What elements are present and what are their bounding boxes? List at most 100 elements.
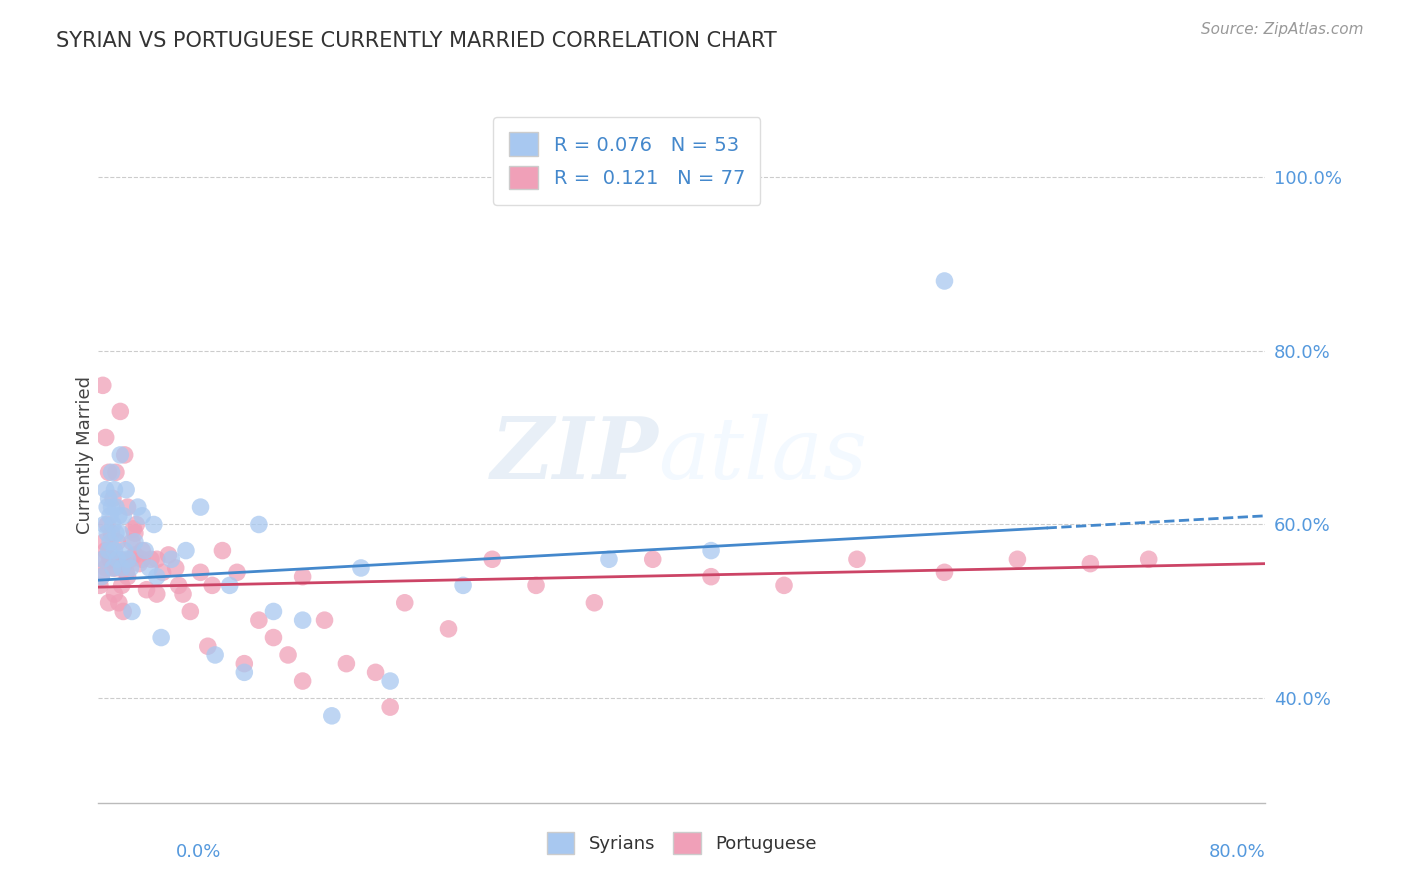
Point bbox=[111, 578, 134, 592]
Point bbox=[127, 500, 149, 514]
Point bbox=[91, 552, 114, 566]
Point bbox=[773, 578, 796, 592]
Point bbox=[598, 552, 620, 566]
Point bbox=[98, 552, 121, 566]
Point bbox=[101, 517, 124, 532]
Point bbox=[103, 543, 125, 558]
Point bbox=[98, 552, 121, 566]
Point bbox=[100, 526, 122, 541]
Point bbox=[262, 605, 284, 619]
Point bbox=[380, 700, 402, 714]
Point bbox=[105, 552, 128, 566]
Point bbox=[179, 605, 201, 619]
Point bbox=[112, 605, 135, 619]
Point bbox=[394, 596, 416, 610]
Point bbox=[138, 561, 160, 575]
Point bbox=[146, 552, 169, 566]
Legend: Syrians, Portuguese: Syrians, Portuguese bbox=[538, 823, 825, 863]
Point bbox=[124, 535, 146, 549]
Point bbox=[277, 648, 299, 662]
Point bbox=[112, 508, 135, 523]
Point bbox=[97, 465, 120, 479]
Point bbox=[114, 543, 136, 558]
Point bbox=[174, 543, 197, 558]
Y-axis label: Currently Married: Currently Married bbox=[76, 376, 94, 534]
Point bbox=[197, 639, 219, 653]
Point bbox=[108, 596, 131, 610]
Point bbox=[157, 548, 180, 562]
Point bbox=[172, 587, 194, 601]
Point bbox=[1080, 557, 1102, 571]
Point bbox=[583, 596, 606, 610]
Point bbox=[104, 500, 127, 514]
Point bbox=[142, 517, 165, 532]
Point bbox=[100, 465, 122, 479]
Point bbox=[117, 570, 139, 584]
Point bbox=[146, 570, 169, 584]
Point bbox=[101, 561, 124, 575]
Point bbox=[934, 274, 956, 288]
Point bbox=[93, 517, 115, 532]
Point bbox=[115, 483, 138, 497]
Point bbox=[110, 404, 132, 418]
Point bbox=[211, 543, 233, 558]
Point bbox=[124, 548, 146, 562]
Point bbox=[139, 552, 162, 566]
Point bbox=[451, 578, 474, 592]
Point bbox=[247, 517, 270, 532]
Point bbox=[524, 578, 547, 592]
Point bbox=[97, 596, 120, 610]
Point bbox=[110, 448, 132, 462]
Point bbox=[103, 587, 125, 601]
Point bbox=[89, 578, 111, 592]
Point bbox=[1007, 552, 1029, 566]
Point bbox=[98, 508, 121, 523]
Point bbox=[94, 483, 117, 497]
Point bbox=[350, 561, 373, 575]
Point bbox=[114, 557, 136, 571]
Point bbox=[122, 522, 145, 536]
Point bbox=[94, 431, 117, 445]
Point bbox=[97, 491, 120, 506]
Point bbox=[110, 552, 132, 566]
Point bbox=[111, 561, 134, 575]
Point bbox=[481, 552, 503, 566]
Point bbox=[131, 552, 153, 566]
Point bbox=[204, 648, 226, 662]
Point bbox=[641, 552, 664, 566]
Point bbox=[98, 535, 121, 549]
Point bbox=[247, 613, 270, 627]
Text: Source: ZipAtlas.com: Source: ZipAtlas.com bbox=[1201, 22, 1364, 37]
Point bbox=[120, 552, 142, 566]
Point bbox=[152, 566, 174, 580]
Text: 80.0%: 80.0% bbox=[1209, 843, 1265, 861]
Text: SYRIAN VS PORTUGUESE CURRENTLY MARRIED CORRELATION CHART: SYRIAN VS PORTUGUESE CURRENTLY MARRIED C… bbox=[56, 31, 778, 51]
Point bbox=[117, 552, 139, 566]
Point bbox=[93, 535, 115, 549]
Point bbox=[146, 587, 169, 601]
Point bbox=[314, 613, 336, 627]
Point bbox=[96, 500, 118, 514]
Point bbox=[100, 500, 122, 514]
Point bbox=[90, 570, 112, 584]
Point bbox=[700, 543, 723, 558]
Text: atlas: atlas bbox=[658, 414, 868, 496]
Point bbox=[218, 578, 240, 592]
Point bbox=[700, 570, 723, 584]
Point bbox=[104, 561, 127, 575]
Point bbox=[380, 674, 402, 689]
Point bbox=[190, 500, 212, 514]
Point bbox=[291, 674, 314, 689]
Point bbox=[167, 578, 190, 592]
Point bbox=[94, 561, 117, 575]
Text: ZIP: ZIP bbox=[491, 413, 658, 497]
Point bbox=[101, 491, 124, 506]
Point bbox=[90, 570, 112, 584]
Point bbox=[104, 465, 127, 479]
Point bbox=[201, 578, 224, 592]
Point bbox=[1137, 552, 1160, 566]
Point bbox=[91, 552, 114, 566]
Point bbox=[120, 561, 142, 575]
Point bbox=[134, 543, 156, 558]
Point bbox=[150, 631, 173, 645]
